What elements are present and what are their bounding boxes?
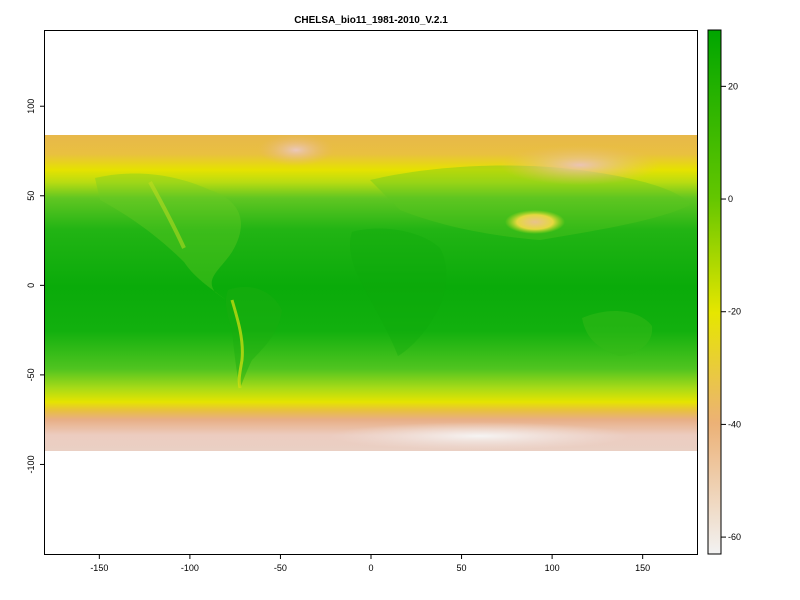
map-title: CHELSA_bio11_1981-2010_V.2.1 [294,15,448,26]
temperature-raster [45,135,697,451]
rocky-mountains [148,181,186,249]
south-america-land [225,286,282,388]
australia-land [582,311,653,356]
legend-tick-label: 20 [728,81,738,91]
legend-axis: 20 0 -20 -40 -60 [721,81,741,542]
north-america-land [95,173,241,300]
legend-tick-label: -60 [728,532,741,542]
x-tick-label: 150 [635,563,650,573]
eurasia-land [370,165,690,240]
x-tick-label: -150 [90,563,108,573]
andes [230,299,244,389]
x-tick-label: -50 [274,563,287,573]
legend-tick-label: 0 [728,194,733,204]
y-tick-label: 100 [26,99,36,114]
africa-land [350,228,447,356]
y-tick-label: -50 [26,368,36,381]
legend-colorbar [707,29,722,555]
legend-tick-label: -20 [728,307,741,317]
y-axis: 100 50 0 -50 -100 [26,99,45,473]
greenland-cold [258,135,334,166]
siberia-cold [500,145,660,185]
y-tick-label: 50 [26,191,36,201]
x-tick-label: 0 [368,563,373,573]
y-tick-label: 0 [26,283,36,288]
x-tick-label: 50 [457,563,467,573]
x-axis: -150 -100 -50 0 50 100 150 [90,554,650,573]
legend-tick-label: -40 [728,419,741,429]
y-tick-label: -100 [26,455,36,473]
tibet-cold [505,210,565,234]
x-tick-label: 100 [545,563,560,573]
x-tick-label: -100 [181,563,199,573]
antarctica-cold [330,422,630,450]
